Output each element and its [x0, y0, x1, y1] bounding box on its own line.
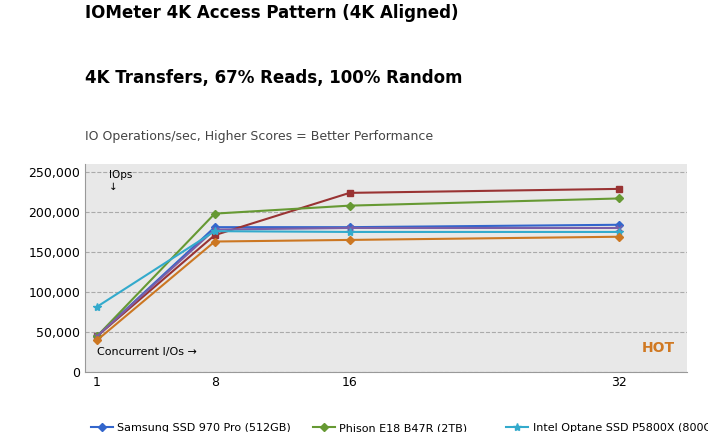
Line: Samsung SSD 970 Pro (512GB): Samsung SSD 970 Pro (512GB)	[94, 222, 622, 339]
Gigabyte AORUS Gen4 SSD (2TB)	[615, 186, 624, 191]
Text: Concurrent I/Os →: Concurrent I/Os →	[97, 347, 197, 357]
Text: 4K Transfers, 67% Reads, 100% Random: 4K Transfers, 67% Reads, 100% Random	[85, 69, 462, 87]
Intel Optane SSD P5800X (800GB)	[93, 304, 101, 309]
Phison E18 B47R (2TB)	[210, 211, 219, 216]
Text: IO Operations/sec, Higher Scores = Better Performance: IO Operations/sec, Higher Scores = Bette…	[85, 130, 433, 143]
Phison E18 B47R (2TB)	[93, 334, 101, 339]
ADATA XPG Gammix S70 (2TB)	[93, 338, 101, 343]
Samsung SSD 970 Pro (512GB)	[210, 225, 219, 230]
Line: Gigabyte AORUS Gen4 SSD (2TB): Gigabyte AORUS Gen4 SSD (2TB)	[94, 186, 622, 339]
ADATA XPG Gammix S70 (2TB)	[615, 234, 624, 239]
Intel Optane SSD P5800X (800GB)	[615, 229, 624, 235]
ADATA XPG Gammix S70 (2TB)	[210, 239, 219, 244]
Text: IOps
↓: IOps ↓	[109, 170, 132, 192]
Line: Phison E18 B47R (2TB): Phison E18 B47R (2TB)	[94, 196, 622, 339]
Phison E18 B47R (2TB)	[346, 203, 354, 208]
Text: HOT: HOT	[641, 341, 675, 355]
Gigabyte AORUS Gen4 SSD (2TB)	[346, 190, 354, 195]
Samsung SSD 970 Pro (512GB)	[615, 222, 624, 227]
Intel Optane SSD P5800X (800GB)	[346, 229, 354, 235]
Phison E18 B47R (2TB)	[615, 196, 624, 201]
Samsung SSD 980 Pro (1TB)	[615, 226, 624, 231]
Line: Samsung SSD 980 Pro (1TB): Samsung SSD 980 Pro (1TB)	[93, 225, 623, 340]
ADATA XPG Gammix S70 (2TB)	[346, 237, 354, 242]
Samsung SSD 970 Pro (512GB)	[346, 225, 354, 230]
Intel Optane SSD P5800X (800GB)	[210, 229, 219, 234]
Samsung SSD 980 Pro (1TB)	[93, 334, 101, 339]
Samsung SSD 980 Pro (1TB)	[346, 226, 354, 231]
Line: ADATA XPG Gammix S70 (2TB): ADATA XPG Gammix S70 (2TB)	[94, 234, 622, 343]
Samsung SSD 970 Pro (512GB)	[93, 334, 101, 339]
Legend: Samsung SSD 970 Pro (512GB), Gigabyte AORUS Gen4 SSD (2TB), Phison E18 B47R (2TB: Samsung SSD 970 Pro (512GB), Gigabyte AO…	[91, 422, 708, 432]
Line: Intel Optane SSD P5800X (800GB): Intel Optane SSD P5800X (800GB)	[93, 227, 624, 311]
Gigabyte AORUS Gen4 SSD (2TB)	[210, 232, 219, 238]
Samsung SSD 980 Pro (1TB)	[210, 227, 219, 232]
Gigabyte AORUS Gen4 SSD (2TB)	[93, 334, 101, 339]
Text: IOMeter 4K Access Pattern (4K Aligned): IOMeter 4K Access Pattern (4K Aligned)	[85, 4, 459, 22]
